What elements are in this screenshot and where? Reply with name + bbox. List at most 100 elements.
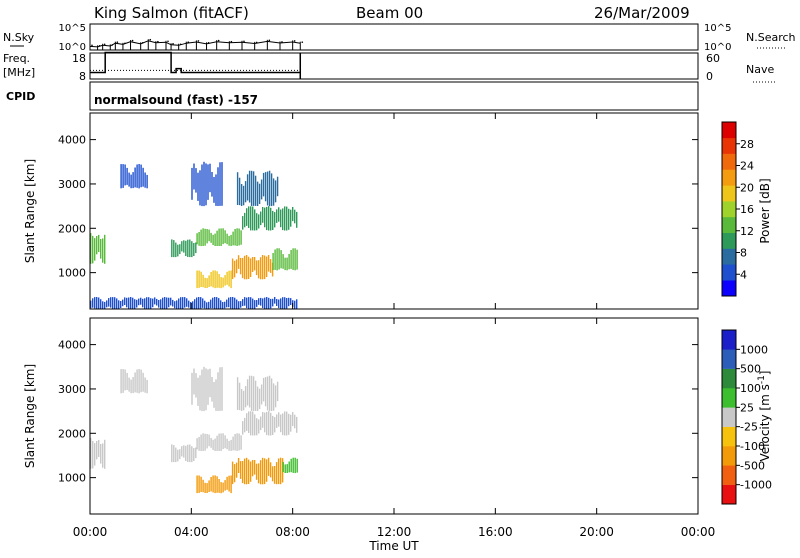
- date-title: 26/Mar/2009: [594, 4, 690, 22]
- echo-cell: [278, 412, 280, 427]
- echo-cell: [194, 299, 196, 309]
- echo-cell: [242, 299, 244, 307]
- nave-tick-bottom: 0: [706, 70, 713, 83]
- echo-cell: [134, 167, 136, 188]
- echo-cell: [252, 171, 255, 206]
- echo-cell: [166, 297, 168, 309]
- echo-cell: [272, 415, 274, 435]
- velocity-colorbar-swatch: [722, 330, 736, 350]
- echo-cell: [142, 298, 144, 308]
- echo-cell: [241, 461, 244, 484]
- echo-cell: [170, 297, 172, 306]
- echo-cell: [211, 377, 213, 402]
- echo-cell: [152, 298, 154, 308]
- ytick-label: 3000: [58, 178, 86, 191]
- echo-cell: [208, 229, 210, 242]
- echo-cell: [256, 386, 259, 411]
- echo-cell: [272, 210, 274, 230]
- echo-cell: [260, 211, 262, 226]
- echo-cell: [224, 275, 226, 286]
- nave-tick-top: 60: [706, 52, 720, 65]
- echo-cell: [233, 260, 236, 278]
- echo-cell: [98, 297, 100, 309]
- ytick-label: 1000: [58, 267, 86, 280]
- echo-cell: [264, 377, 267, 407]
- echo-cell: [282, 413, 284, 436]
- echo-cell: [215, 379, 217, 411]
- nsearch-point: [268, 39, 271, 42]
- echo-cell: [272, 383, 275, 411]
- echo-cell: [189, 444, 191, 463]
- echo-cell: [246, 297, 248, 309]
- echo-cell: [272, 298, 274, 307]
- echo-cell: [288, 254, 290, 270]
- echo-cell: [282, 208, 284, 231]
- echo-cell: [216, 476, 218, 493]
- echo-cell: [173, 240, 175, 258]
- echo-cell: [268, 411, 270, 436]
- echo-cell: [261, 457, 264, 485]
- echo-cell: [224, 480, 226, 491]
- echo-cell: [259, 257, 262, 280]
- echo-cell: [268, 297, 270, 309]
- echo-cell: [206, 229, 208, 244]
- echo-cell: [241, 257, 244, 279]
- echo-cell: [171, 444, 173, 463]
- echo-cell: [222, 277, 224, 288]
- ytick-label: 2000: [58, 222, 86, 235]
- nsearch-label: N.Search: [746, 31, 796, 44]
- echo-cell: [276, 381, 279, 402]
- freq-unit-label: [MHz]: [3, 66, 35, 79]
- power-colorbar-tick-label: 20: [740, 181, 754, 194]
- echo-cell: [230, 297, 232, 309]
- echo-cell: [210, 437, 212, 448]
- echo-cell: [290, 250, 292, 269]
- echo-cell: [296, 416, 298, 433]
- echo-cell: [204, 300, 206, 309]
- echo-cell: [278, 248, 280, 270]
- echo-cell: [181, 446, 183, 457]
- echo-cell: [290, 414, 292, 432]
- echo-cell: [251, 460, 254, 477]
- nsky-tick-bottom: 10^0: [59, 42, 86, 53]
- echo-cell: [249, 258, 252, 277]
- cpid-label: CPID: [6, 90, 35, 103]
- echo-cell: [248, 206, 250, 228]
- echo-cell: [134, 372, 136, 393]
- echo-cell: [200, 229, 202, 247]
- echo-region: [196, 475, 232, 494]
- echo-cell: [238, 177, 241, 206]
- echo-cell: [144, 172, 146, 188]
- echo-cell: [222, 433, 224, 450]
- echo-cell: [292, 248, 294, 270]
- velocity-colorbar-tick-label: 100: [740, 382, 761, 395]
- nsearch-tick-bottom: 10^0: [704, 42, 731, 53]
- power-cells: [90, 161, 298, 309]
- echo-cell: [204, 277, 206, 288]
- nsearch-point: [230, 40, 233, 43]
- echo-cell: [240, 301, 242, 308]
- echo-cell: [171, 239, 173, 258]
- echo-cell: [270, 298, 272, 309]
- ytick-label: 1000: [58, 472, 86, 485]
- echo-cell: [274, 417, 276, 433]
- echo-cell: [245, 255, 248, 280]
- echo-cell: [146, 297, 148, 309]
- power-panel: 1000 2000 3000 4000 Slant Range [km] 28 24 20…: [23, 112, 772, 310]
- echo-cell: [191, 241, 193, 258]
- echo-cell: [185, 445, 187, 461]
- echo-cell: [239, 258, 242, 275]
- echo-region: [196, 433, 242, 452]
- echo-cell: [280, 414, 282, 433]
- echo-cell: [228, 297, 230, 308]
- echo-cell: [235, 462, 238, 478]
- echo-cell: [256, 181, 259, 206]
- echo-cell: [230, 475, 232, 494]
- echo-cell: [177, 449, 179, 462]
- echo-cell: [228, 440, 230, 451]
- echo-cell: [102, 443, 104, 468]
- echo-region: [196, 270, 232, 289]
- echo-cell: [255, 463, 258, 480]
- echo-cell: [173, 445, 175, 463]
- echo-cell: [292, 412, 294, 427]
